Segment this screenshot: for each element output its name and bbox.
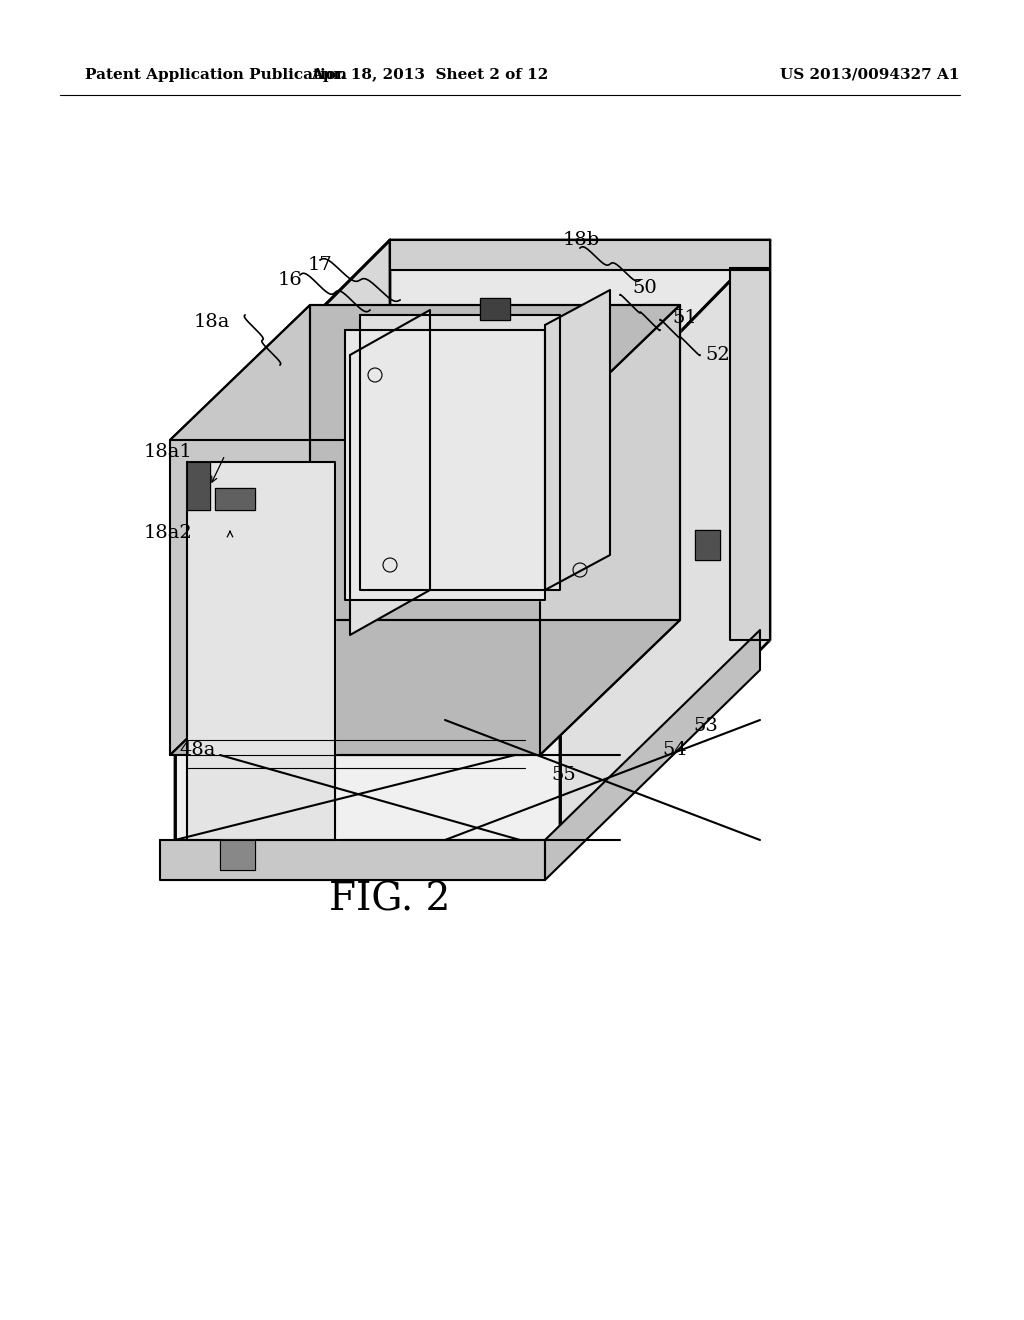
Text: 16: 16 <box>278 271 302 289</box>
Text: Patent Application Publication: Patent Application Publication <box>85 69 347 82</box>
Text: 51: 51 <box>673 309 697 327</box>
Text: Apr. 18, 2013  Sheet 2 of 12: Apr. 18, 2013 Sheet 2 of 12 <box>311 69 549 82</box>
Text: 55: 55 <box>552 766 577 784</box>
Polygon shape <box>545 630 760 880</box>
Text: 48a: 48a <box>180 741 216 759</box>
Polygon shape <box>160 840 545 880</box>
Text: 18b: 18b <box>562 231 600 249</box>
Polygon shape <box>215 488 255 510</box>
Polygon shape <box>175 455 560 855</box>
Text: 18a2: 18a2 <box>143 524 193 543</box>
Text: 17: 17 <box>307 256 333 275</box>
Polygon shape <box>187 462 210 510</box>
Text: US 2013/0094327 A1: US 2013/0094327 A1 <box>780 69 959 82</box>
Text: 54: 54 <box>663 741 687 759</box>
Text: FIG. 2: FIG. 2 <box>330 882 451 919</box>
Polygon shape <box>175 240 390 855</box>
Polygon shape <box>540 305 680 755</box>
Polygon shape <box>350 310 430 635</box>
Polygon shape <box>730 268 770 640</box>
Text: 18a: 18a <box>194 313 230 331</box>
Polygon shape <box>480 298 510 319</box>
Polygon shape <box>170 620 680 755</box>
Polygon shape <box>187 462 335 840</box>
Polygon shape <box>695 531 720 560</box>
Polygon shape <box>360 315 560 590</box>
Polygon shape <box>545 290 610 590</box>
Polygon shape <box>220 840 255 870</box>
Text: 50: 50 <box>633 279 657 297</box>
Text: 52: 52 <box>706 346 730 364</box>
Polygon shape <box>310 305 680 620</box>
Polygon shape <box>345 330 545 601</box>
Text: 18a1: 18a1 <box>143 444 193 461</box>
Polygon shape <box>170 305 680 440</box>
Polygon shape <box>390 240 770 271</box>
Polygon shape <box>170 305 310 755</box>
Text: 53: 53 <box>693 717 719 735</box>
Polygon shape <box>175 240 770 455</box>
Polygon shape <box>560 240 770 855</box>
